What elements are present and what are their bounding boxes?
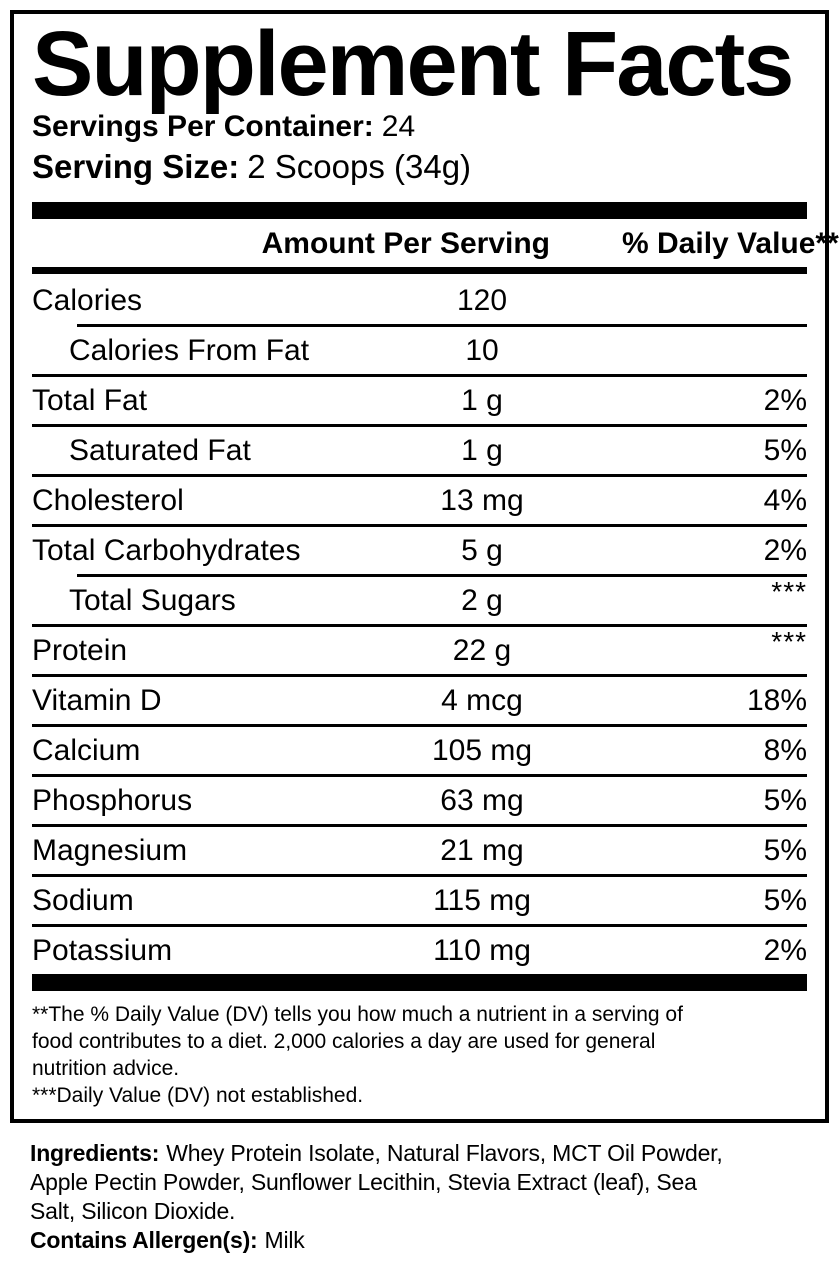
nutrient-dv: 18% — [746, 683, 807, 717]
nutrient-amount: 63 mg — [440, 783, 524, 817]
serving-size-label: Serving Size: — [32, 148, 240, 185]
allergen-value: Milk — [264, 1227, 305, 1253]
footnotes: **The % Daily Value (DV) tells you how m… — [32, 991, 807, 1119]
table-row: Potassium 110 mg 2% — [32, 924, 807, 974]
ingredients-text: Apple Pectin Powder, Sunflower Lecithin,… — [30, 1169, 697, 1195]
footnote-line: ***Daily Value (DV) not established. — [32, 1084, 364, 1107]
table-row: Saturated Fat 1 g 5% — [32, 424, 807, 474]
nutrient-dv: 5% — [763, 883, 807, 917]
nutrient-amount: 1 g — [461, 433, 503, 467]
nutrient-amount: 1 g — [461, 383, 503, 417]
nutrient-amount: 22 g — [452, 633, 512, 667]
nutrient-amount: 115 mg — [433, 883, 531, 917]
nutrient-dv: *** — [771, 575, 807, 607]
ingredients-line: Salt, Silicon Dioxide. — [30, 1197, 829, 1226]
ingredients-line: Apple Pectin Powder, Sunflower Lecithin,… — [30, 1168, 829, 1197]
footnote-line: food contributes to a diet. 2,000 calori… — [32, 1030, 656, 1053]
ingredients-section: Ingredients: Whey Protein Isolate, Natura… — [30, 1139, 829, 1255]
nutrient-amount: 13 mg — [440, 483, 524, 517]
nutrient-dv: 4% — [763, 483, 807, 517]
table-row: Calories 120 — [32, 274, 807, 324]
table-row: Total Carbohydrates 5 g 2% — [32, 524, 807, 574]
nutrient-dv: 5% — [763, 783, 807, 817]
allergen-line: Contains Allergen(s): Milk — [30, 1226, 829, 1255]
nutrient-label: Sodium — [32, 883, 134, 917]
nutrient-label: Saturated Fat — [69, 433, 251, 467]
serving-size: Serving Size: 2 Scoops (34g) — [32, 146, 807, 188]
daily-value-header: % Daily Value** — [622, 227, 839, 260]
supplement-facts-panel: Supplement Facts Servings Per Container:… — [10, 10, 839, 1123]
nutrient-label: Vitamin D — [32, 683, 162, 717]
footnote-line: **The % Daily Value (DV) tells you how m… — [32, 1003, 683, 1026]
nutrient-dv: 2% — [763, 383, 807, 417]
nutrient-label: Magnesium — [32, 833, 188, 867]
servings-per-container-value: 24 — [381, 110, 416, 143]
nutrient-label: Calories — [32, 283, 143, 317]
ingredients-label: Ingredients: — [30, 1140, 160, 1166]
ingredients-line: Ingredients: Whey Protein Isolate, Natura… — [30, 1139, 829, 1168]
amount-per-serving-header: Amount Per Serving — [261, 227, 550, 260]
table-row: Vitamin D 4 mcg 18% — [32, 674, 807, 724]
ingredients-text: Whey Protein Isolate, Natural Flavors, M… — [166, 1140, 723, 1166]
servings-per-container: Servings Per Container: 24 — [32, 108, 807, 146]
table-row: Sodium 115 mg 5% — [32, 874, 807, 924]
nutrient-label: Phosphorus — [32, 783, 193, 817]
nutrient-amount: 120 — [456, 283, 508, 317]
nutrient-label: Total Sugars — [69, 583, 236, 617]
nutrient-amount: 105 mg — [431, 733, 533, 767]
nutrient-dv: 5% — [763, 833, 807, 867]
nutrient-amount: 110 mg — [433, 933, 531, 967]
table-row: Calories From Fat 10 — [32, 324, 807, 374]
nutrient-label: Total Carbohydrates — [32, 533, 301, 567]
table-row: Calcium 105 mg 8% — [32, 724, 807, 774]
separator-bar-bottom — [32, 974, 807, 991]
nutrient-label: Calcium — [32, 733, 141, 767]
nutrient-dv: *** — [771, 625, 807, 657]
nutrient-amount: 5 g — [461, 533, 503, 567]
nutrient-dv: 8% — [763, 733, 807, 767]
table-header: Amount Per Serving % Daily Value** — [32, 219, 839, 274]
panel-title: Supplement Facts — [32, 13, 794, 115]
nutrient-label: Protein — [32, 633, 128, 667]
separator-bar-top — [32, 202, 807, 219]
allergen-label: Contains Allergen(s): — [30, 1227, 258, 1253]
table-row: Total Fat 1 g 2% — [32, 374, 807, 424]
table-row: Protein 22 g *** — [32, 624, 807, 674]
nutrition-table: Calories 120 Calories From Fat 10 Total … — [32, 274, 807, 974]
nutrient-amount: 10 — [465, 333, 499, 367]
ingredients-text: Salt, Silicon Dioxide. — [30, 1198, 236, 1224]
footnote-line: nutrition advice. — [32, 1057, 180, 1080]
nutrient-label: Total Fat — [32, 383, 148, 417]
nutrient-dv: 2% — [763, 933, 807, 967]
nutrient-amount: 4 mcg — [441, 683, 523, 717]
table-row: Magnesium 21 mg 5% — [32, 824, 807, 874]
servings-per-container-label: Servings Per Container: — [32, 110, 374, 143]
table-row: Cholesterol 13 mg 4% — [32, 474, 807, 524]
nutrient-amount: 2 g — [461, 583, 503, 617]
nutrient-label: Calories From Fat — [69, 333, 310, 367]
nutrient-amount: 21 mg — [440, 833, 524, 867]
table-row: Total Sugars 2 g *** — [32, 574, 807, 624]
table-row: Phosphorus 63 mg 5% — [32, 774, 807, 824]
serving-size-value: 2 Scoops (34g) — [247, 148, 472, 185]
nutrient-label: Cholesterol — [32, 483, 184, 517]
nutrient-dv: 2% — [763, 533, 807, 567]
nutrient-dv: 5% — [763, 433, 807, 467]
nutrient-label: Potassium — [32, 933, 173, 967]
